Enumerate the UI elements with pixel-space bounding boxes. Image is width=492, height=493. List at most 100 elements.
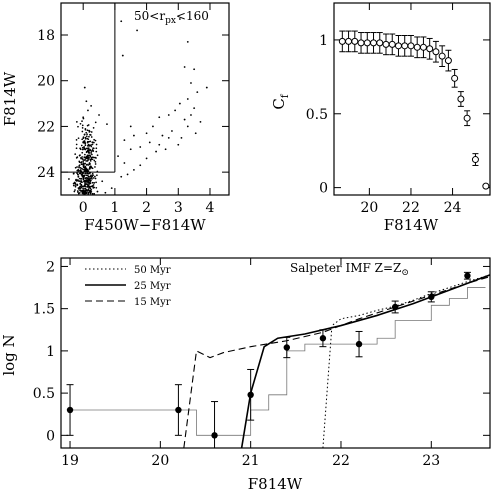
cmd-y-tick-label: 20: [37, 74, 55, 90]
cmd-star-point: [81, 130, 84, 133]
cmd-star-point: [87, 147, 89, 150]
completeness-point: [463, 114, 471, 122]
lf-data-point: [355, 340, 363, 348]
cmd-star-point: [80, 183, 83, 186]
cmd-star-point: [80, 144, 83, 147]
cmd-star-point: [123, 139, 126, 142]
cmd-star-point: [86, 190, 89, 192]
cmd-star-point: [98, 114, 100, 116]
cmd-star-point: [81, 156, 83, 158]
lf-annotation: Salpeter IMF Z=Z⊙: [290, 261, 409, 278]
completeness-point: [370, 39, 378, 47]
cmd-star-point: [92, 187, 95, 189]
cmd-star-point: [80, 157, 83, 160]
cmd-star-point: [83, 145, 85, 148]
lf-y-label: log N: [0, 334, 18, 375]
lf-x-tick-label: 23: [422, 453, 440, 469]
cmd-star-point: [92, 127, 95, 129]
lf-x-tick-label: 22: [332, 453, 350, 469]
legend-label-25myr: 25 Myr: [134, 281, 171, 292]
cmd-star-point: [117, 155, 119, 158]
cmd-star-point: [93, 159, 96, 162]
cmd-star-point: [104, 191, 107, 194]
cmd-frame: [60, 2, 230, 196]
cmd-star-point: [183, 66, 186, 68]
cmd-star-point: [121, 54, 124, 57]
cmd-star-point: [86, 133, 88, 136]
cmd-x-tick-label: 0: [79, 200, 88, 216]
cmd-star-point: [199, 120, 202, 123]
completeness-point: [363, 39, 371, 47]
cmd-star-point: [89, 144, 92, 147]
cmd-star-point: [85, 188, 87, 191]
cmd-star-point: [90, 152, 93, 154]
cmd-star-point: [87, 178, 90, 181]
cmd-star-point: [86, 177, 89, 179]
cmd-star-point: [89, 182, 92, 185]
cmd-star-point: [81, 124, 84, 127]
cmd-star-point: [167, 136, 170, 139]
cmd-star-point: [129, 148, 132, 151]
cmd-star-point: [76, 172, 78, 175]
cmd-star-point: [84, 128, 87, 130]
cmd-star-point: [90, 145, 93, 148]
cmd-star-point: [84, 144, 87, 147]
completeness-y-tick-label: 0: [319, 181, 328, 197]
cmd-star-point: [74, 153, 77, 155]
lf-x-tick-label: 21: [242, 453, 260, 469]
cmd-star-point: [75, 147, 78, 150]
cmd-star-point: [158, 116, 161, 119]
cmd-star-point: [89, 148, 91, 151]
cmd-star-point: [180, 136, 183, 139]
cmd-star-point: [96, 174, 98, 177]
cmd-star-point: [86, 129, 89, 132]
cmd-star-point: [79, 182, 82, 185]
completeness-point: [376, 39, 384, 47]
cmd-star-point: [84, 156, 86, 159]
cmd-star-point: [78, 164, 81, 167]
cmd-star-point: [161, 134, 164, 137]
cmd-star-point: [74, 189, 76, 191]
lf-x-label: F814W: [248, 475, 303, 493]
cmd-star-point: [88, 167, 91, 170]
cmd-star-point: [88, 189, 90, 192]
cmd-star-point: [85, 135, 88, 138]
cmd-star-point: [83, 180, 85, 183]
cmd-star-point: [93, 192, 95, 195]
completeness-x-tick-label: 22: [402, 200, 420, 216]
cmd-star-point: [79, 167, 82, 169]
lf-data-point: [247, 391, 254, 398]
cmd-star-point: [129, 125, 132, 128]
lf-data-point: [211, 432, 218, 439]
lf-y-tick-label: 1.5: [33, 302, 55, 318]
completeness-point: [388, 40, 396, 48]
cmd-star-point: [87, 191, 90, 194]
cmd-star-point: [139, 164, 142, 167]
lf-data-point: [464, 272, 471, 279]
cmd-star-point: [86, 172, 89, 175]
cmd-star-point: [148, 141, 151, 144]
cmd-star-point: [183, 118, 186, 121]
cmd-star-point: [133, 134, 135, 137]
cmd-star-point: [90, 176, 93, 178]
lf-model-15-myr: [183, 276, 491, 449]
cmd-star-point: [81, 171, 84, 174]
cmd-star-point: [85, 147, 88, 150]
completeness-y-label: Cf: [270, 93, 291, 109]
cmd-star-point: [88, 145, 90, 147]
cmd-star-point: [74, 185, 77, 188]
completeness-point: [357, 39, 365, 47]
cmd-star-point: [86, 163, 88, 166]
cmd-y-tick-label: 24: [37, 165, 55, 181]
cmd-star-point: [94, 163, 97, 165]
cmd-star-point: [89, 140, 92, 143]
cmd-star-point: [178, 102, 181, 105]
cmd-star-point: [75, 179, 77, 182]
cmd-star-point: [78, 154, 81, 157]
cmd-star-point: [77, 125, 79, 128]
cmd-star-point: [85, 174, 88, 177]
cmd-star-point: [167, 114, 170, 116]
completeness-y-tick-label: 0.5: [306, 107, 328, 123]
cmd-star-point: [86, 141, 89, 144]
cmd-y-label: F814W: [1, 71, 19, 126]
